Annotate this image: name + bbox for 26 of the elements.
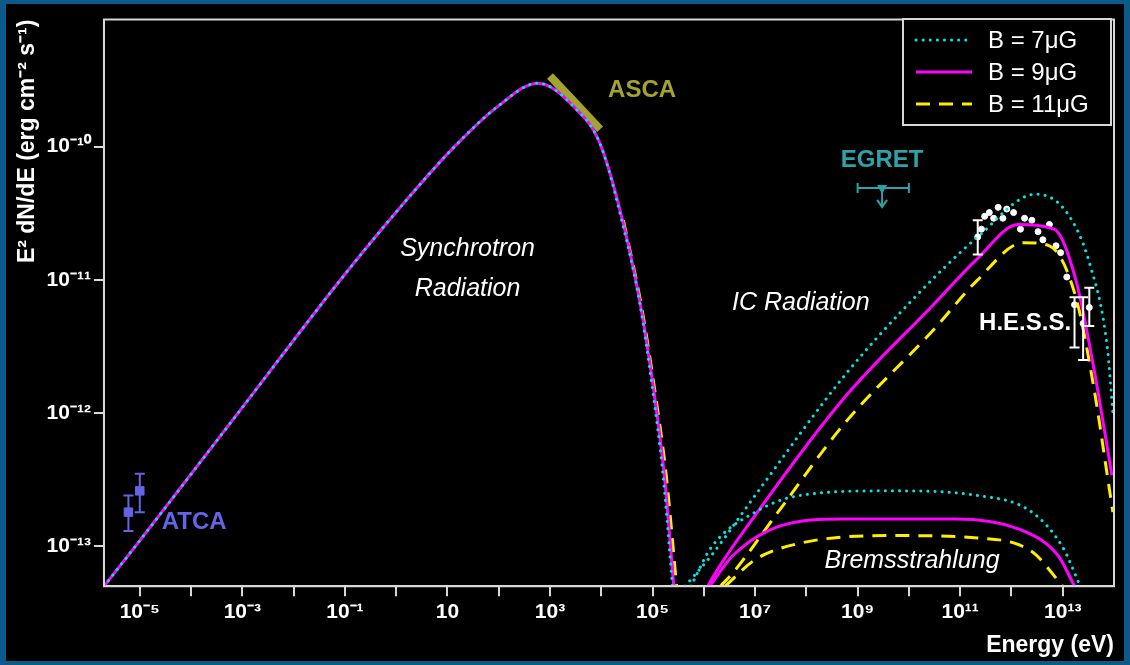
- x-tick-label: 10³: [534, 598, 566, 622]
- series-label: H.E.S.S.: [979, 308, 1072, 336]
- y-tick-label: 10⁻¹³: [46, 532, 91, 556]
- x-tick-label: 10⁷: [739, 598, 772, 622]
- annotation: Synchrotron Radiation: [400, 232, 535, 301]
- y-tick-label: 10⁻¹⁰: [46, 133, 92, 157]
- x-tick-label: 10⁻¹: [326, 598, 364, 622]
- series-label: ATCA: [161, 506, 227, 534]
- x-tick-label: 10⁻⁵: [119, 598, 160, 622]
- y-tick-label: 10⁻¹²: [46, 399, 91, 423]
- legend-label: B = 9μG: [988, 57, 1078, 86]
- annotation: IC Radiation: [732, 286, 870, 315]
- x-tick-label: 10⁹: [840, 598, 875, 622]
- x-tick-label: 10: [435, 598, 460, 622]
- legend-label: B = 7μG: [988, 25, 1078, 54]
- y-tick-label: 10⁻¹¹: [46, 266, 91, 290]
- x-tick-label: 10⁵: [635, 598, 670, 622]
- annotation: Bremsstrahlung: [824, 544, 1000, 573]
- y-axis-title: E² dN/dE (erg cm⁻² s⁻¹): [13, 19, 40, 264]
- legend-label: B = 11μG: [988, 89, 1089, 118]
- series-label: EGRET: [840, 144, 924, 172]
- x-tick-label: 10¹³: [1044, 598, 1082, 622]
- series-label: ASCA: [608, 75, 677, 103]
- x-axis-title: Energy (eV): [986, 630, 1114, 657]
- x-tick-label: 10¹¹: [941, 598, 979, 622]
- x-tick-label: 10⁻³: [223, 598, 262, 622]
